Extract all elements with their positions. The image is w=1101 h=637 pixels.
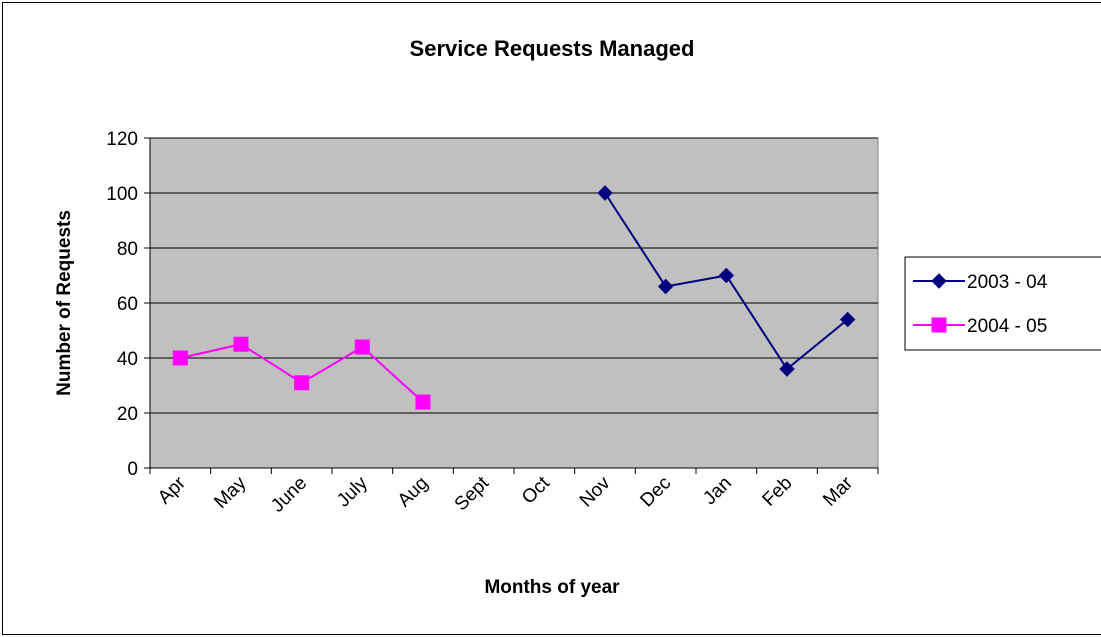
data-point [597,185,613,201]
legend-box [904,256,1101,351]
data-point [354,339,370,355]
data-point [657,278,674,295]
data-point [172,350,188,366]
data-point [779,361,795,377]
data-point [233,336,249,352]
y-tick-label: 100 [106,184,138,205]
y-axis-title: Number of Requests [54,210,75,396]
y-tick-label: 60 [117,294,138,315]
y-tick-label: 20 [117,404,138,425]
y-tick-label: 80 [117,239,138,260]
data-point [415,394,431,410]
legend-label: 2004 - 05 [967,316,1047,337]
legend-marker [931,273,947,289]
y-tick-label: 40 [117,349,138,370]
legend-marker [931,317,947,333]
chart-title: Service Requests Managed [410,36,695,61]
data-point [718,267,735,284]
data-point [294,375,310,391]
data-point [839,311,856,328]
x-axis-title: Months of year [484,577,620,598]
legend-label: 2003 - 04 [967,272,1048,293]
y-tick-label: 120 [106,129,138,150]
y-tick-label: 0 [127,459,138,480]
